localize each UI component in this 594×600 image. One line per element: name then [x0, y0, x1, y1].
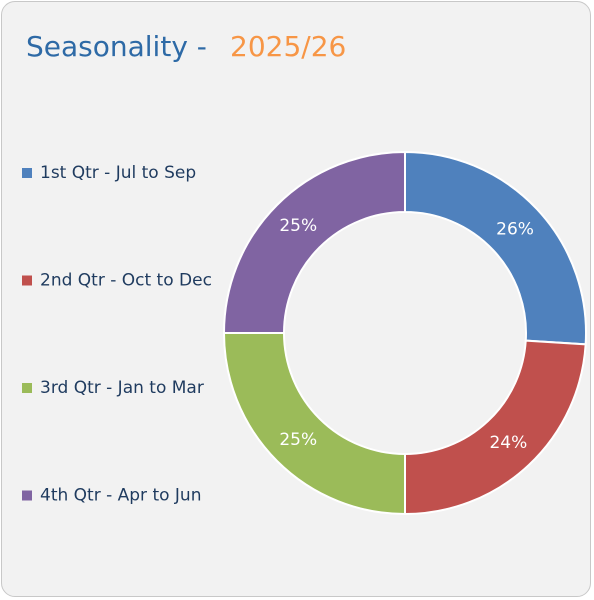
legend-swatch: [22, 168, 32, 178]
data-label: 25%: [279, 216, 317, 236]
legend-swatch: [22, 275, 32, 286]
donut-slice: [222, 150, 406, 334]
legend-swatch: [22, 383, 32, 393]
legend-label: 4th Qtr - Apr to Jun: [40, 486, 201, 506]
donut-slice: [222, 332, 406, 516]
legend-label: 1st Qtr - Jul to Sep: [40, 163, 196, 183]
data-label: 24%: [489, 433, 527, 453]
chart-subtitle: 2025/26: [230, 30, 346, 63]
donut-slice: [404, 339, 587, 516]
legend-label: 3rd Qtr - Jan to Mar: [40, 378, 204, 398]
data-label: 26%: [496, 220, 534, 240]
chart-title: Seasonality -: [26, 30, 207, 63]
data-label: 25%: [279, 430, 317, 450]
legend-swatch: [22, 490, 32, 501]
legend-label: 2nd Qtr - Oct to Dec: [40, 271, 212, 291]
donut-slice: [404, 150, 587, 346]
